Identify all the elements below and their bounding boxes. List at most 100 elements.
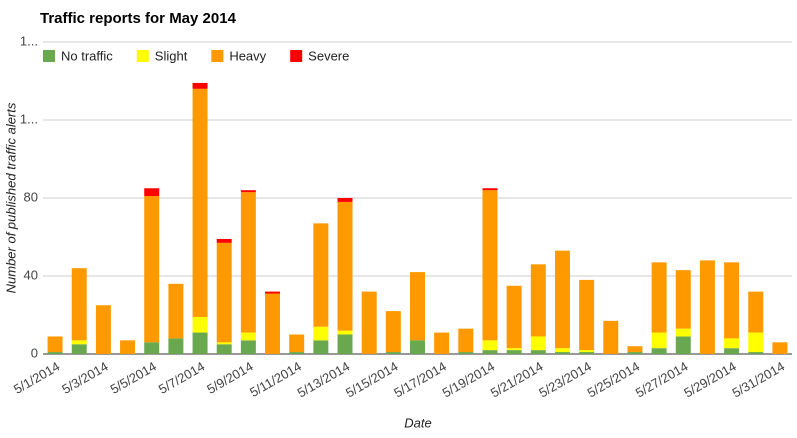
bar-segment xyxy=(579,350,595,353)
legend-label: Heavy xyxy=(229,48,266,63)
bar-segment xyxy=(337,330,353,335)
bar-segment xyxy=(313,326,329,341)
bar-segment xyxy=(168,283,184,339)
bar-segment xyxy=(385,311,401,353)
bar-segment xyxy=(240,192,256,333)
bar-segment xyxy=(506,350,522,354)
y-tick-label: 1... xyxy=(20,33,38,48)
bar-segment xyxy=(675,270,691,329)
x-tick-label: 5/27/2014 xyxy=(633,359,691,401)
bar-segment xyxy=(506,285,522,349)
legend-swatch xyxy=(211,50,224,62)
x-tick-label: 5/3/2014 xyxy=(59,359,110,397)
bar-segment xyxy=(410,272,425,341)
bar-segment xyxy=(71,268,87,341)
x-tick-label: 5/19/2014 xyxy=(440,359,498,401)
bar-segment xyxy=(240,340,256,354)
bar-segment xyxy=(216,342,232,345)
x-tick-label: 5/15/2014 xyxy=(343,359,401,401)
bar-segment xyxy=(144,196,160,343)
bar-segment xyxy=(313,340,329,354)
bar-segment xyxy=(240,190,256,193)
bar-segment xyxy=(337,201,353,331)
bar-segment xyxy=(748,291,764,333)
bar-segment xyxy=(651,262,667,333)
x-tick-label: 5/7/2014 xyxy=(156,359,207,397)
bar-segment xyxy=(144,188,160,197)
bar-segment xyxy=(748,332,764,353)
x-tick-label: 5/29/2014 xyxy=(681,359,739,401)
legend-label: Severe xyxy=(308,48,349,63)
bar-segment xyxy=(458,352,474,354)
y-axis-title: Number of published traffic alerts xyxy=(3,102,18,293)
bar-segment xyxy=(71,344,87,354)
bar-segment xyxy=(772,342,788,354)
bar-segment xyxy=(216,242,232,343)
bar-segment xyxy=(95,305,111,354)
bar-segment xyxy=(724,338,740,349)
bar-segment xyxy=(675,328,691,337)
bar-segment xyxy=(361,291,377,354)
bar-segment xyxy=(313,223,329,327)
bar-segment xyxy=(458,328,474,353)
bar-segment xyxy=(71,340,87,345)
bar-segment xyxy=(410,340,425,354)
bar-segment xyxy=(482,190,498,341)
x-tick-label: 5/11/2014 xyxy=(247,359,304,400)
bar-segment xyxy=(530,350,546,354)
legend-label: No traffic xyxy=(61,48,113,63)
bar-segment xyxy=(337,334,353,354)
bar-segment xyxy=(265,291,281,294)
bar-segment xyxy=(554,348,570,353)
bar-segment xyxy=(192,316,208,333)
x-axis-title: Date xyxy=(404,415,431,430)
chart-title: Traffic reports for May 2014 xyxy=(40,10,237,27)
x-tick-label: 5/31/2014 xyxy=(730,359,788,401)
y-tick-label: 1... xyxy=(20,111,38,126)
bar-segment xyxy=(579,279,595,351)
x-tick-label: 5/9/2014 xyxy=(204,359,255,397)
bar-segment xyxy=(506,348,522,351)
bar-segment xyxy=(699,260,715,354)
bar-segment xyxy=(192,332,208,354)
x-tick-label: 5/23/2014 xyxy=(536,359,594,401)
bar-segment xyxy=(168,338,184,354)
bar-segment xyxy=(482,188,498,191)
bar-segment xyxy=(482,350,498,354)
legend-label: Slight xyxy=(155,48,188,63)
bar-segment xyxy=(579,352,595,354)
legend-swatch xyxy=(43,50,55,62)
bar-segment xyxy=(530,336,546,351)
bar-segment xyxy=(434,332,450,354)
legend-swatch xyxy=(136,50,149,62)
bar-segment xyxy=(47,336,63,353)
bar-segment xyxy=(216,238,232,243)
bar-segment xyxy=(289,352,305,354)
bar-segment xyxy=(554,352,570,354)
bar-segment xyxy=(651,348,667,354)
x-tick-label: 5/5/2014 xyxy=(108,359,159,397)
bar-segment xyxy=(724,262,740,339)
bar-segment xyxy=(651,332,667,349)
x-tick-label: 5/1/2014 xyxy=(11,359,62,397)
bar-segment xyxy=(748,352,764,354)
bar-segment xyxy=(240,332,256,341)
bar-segment xyxy=(265,293,281,354)
x-tick-label: 5/25/2014 xyxy=(585,359,643,401)
y-tick-label: 40 xyxy=(24,267,38,282)
bar-segment xyxy=(627,352,643,354)
x-tick-label: 5/13/2014 xyxy=(295,359,353,401)
x-tick-label: 5/17/2014 xyxy=(391,359,449,401)
y-tick-label: 80 xyxy=(24,189,38,204)
bar-segment xyxy=(482,340,498,351)
bar-segment xyxy=(724,348,740,354)
bar-segment xyxy=(627,346,643,353)
bar-segment xyxy=(289,334,305,353)
bar-segment xyxy=(144,342,160,354)
bar-segment xyxy=(385,352,401,354)
y-tick-label: 0 xyxy=(31,345,38,360)
bar-segment xyxy=(530,264,546,337)
bar-segment xyxy=(216,344,232,354)
bar-segment xyxy=(120,340,136,354)
